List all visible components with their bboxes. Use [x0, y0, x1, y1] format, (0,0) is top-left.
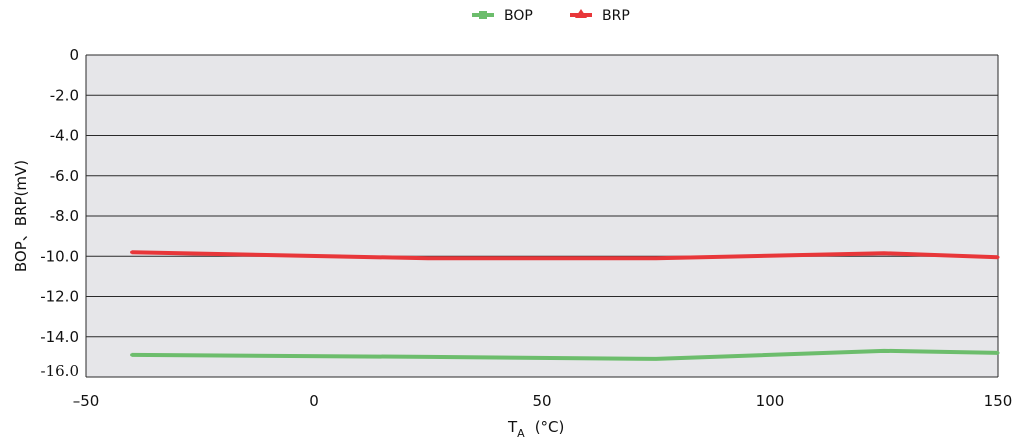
y-tick-label: -6.0 — [50, 167, 79, 185]
x-tick-label: 50 — [532, 392, 551, 410]
y-axis-title: BOP、BRP(mV) — [12, 160, 30, 272]
y-tick-label: -8.0 — [50, 207, 79, 225]
y-tick-label: -14.0 — [40, 328, 79, 346]
data-point-brp — [426, 256, 430, 260]
x-tick-label: 0 — [309, 392, 319, 410]
x-axis-title-unit: (°C) — [535, 418, 565, 436]
y-tick-labels: 0 -2.0 -4.0 -6.0 -8.0 -10.0 -12.0 -14.0 -16.0 — [40, 46, 79, 380]
data-point-bop — [996, 351, 1000, 355]
y-tick-label: 0 — [69, 46, 79, 64]
data-point-brp — [654, 256, 658, 260]
data-point-brp — [882, 251, 886, 255]
legend-label-brp: BRP — [602, 8, 630, 24]
series-layer — [130, 250, 1000, 361]
y-tick-label: -12.0 — [40, 288, 79, 306]
y-tick-label: -2.0 — [50, 86, 79, 104]
x-axis-title-subscript: A — [517, 427, 525, 440]
legend-marker-square-icon — [479, 11, 487, 19]
x-tick-labels: –50 0 50 100 150 — [73, 392, 1013, 410]
y-tick-label: -10.0 — [40, 247, 79, 265]
axes — [85, 55, 999, 378]
legend-label-bop: BOP — [504, 8, 533, 24]
data-point-brp — [130, 250, 134, 254]
data-point-brp — [996, 255, 1000, 259]
legend-marker-triangle-icon — [575, 9, 587, 18]
x-tick-label: 100 — [756, 392, 785, 410]
x-axis-title-main: T — [507, 418, 518, 436]
legend: BOP BRP — [472, 8, 630, 24]
x-axis-title: TA (°C) — [507, 418, 564, 440]
y-tick-label: -16.0 — [41, 362, 79, 380]
y-tick-label: -4.0 — [50, 127, 79, 145]
data-point-bop — [882, 349, 886, 353]
x-tick-label: 150 — [984, 392, 1013, 410]
x-tick-label: –50 — [73, 392, 100, 410]
data-point-bop — [130, 353, 134, 357]
data-point-bop — [426, 355, 430, 359]
data-point-bop — [654, 357, 658, 361]
